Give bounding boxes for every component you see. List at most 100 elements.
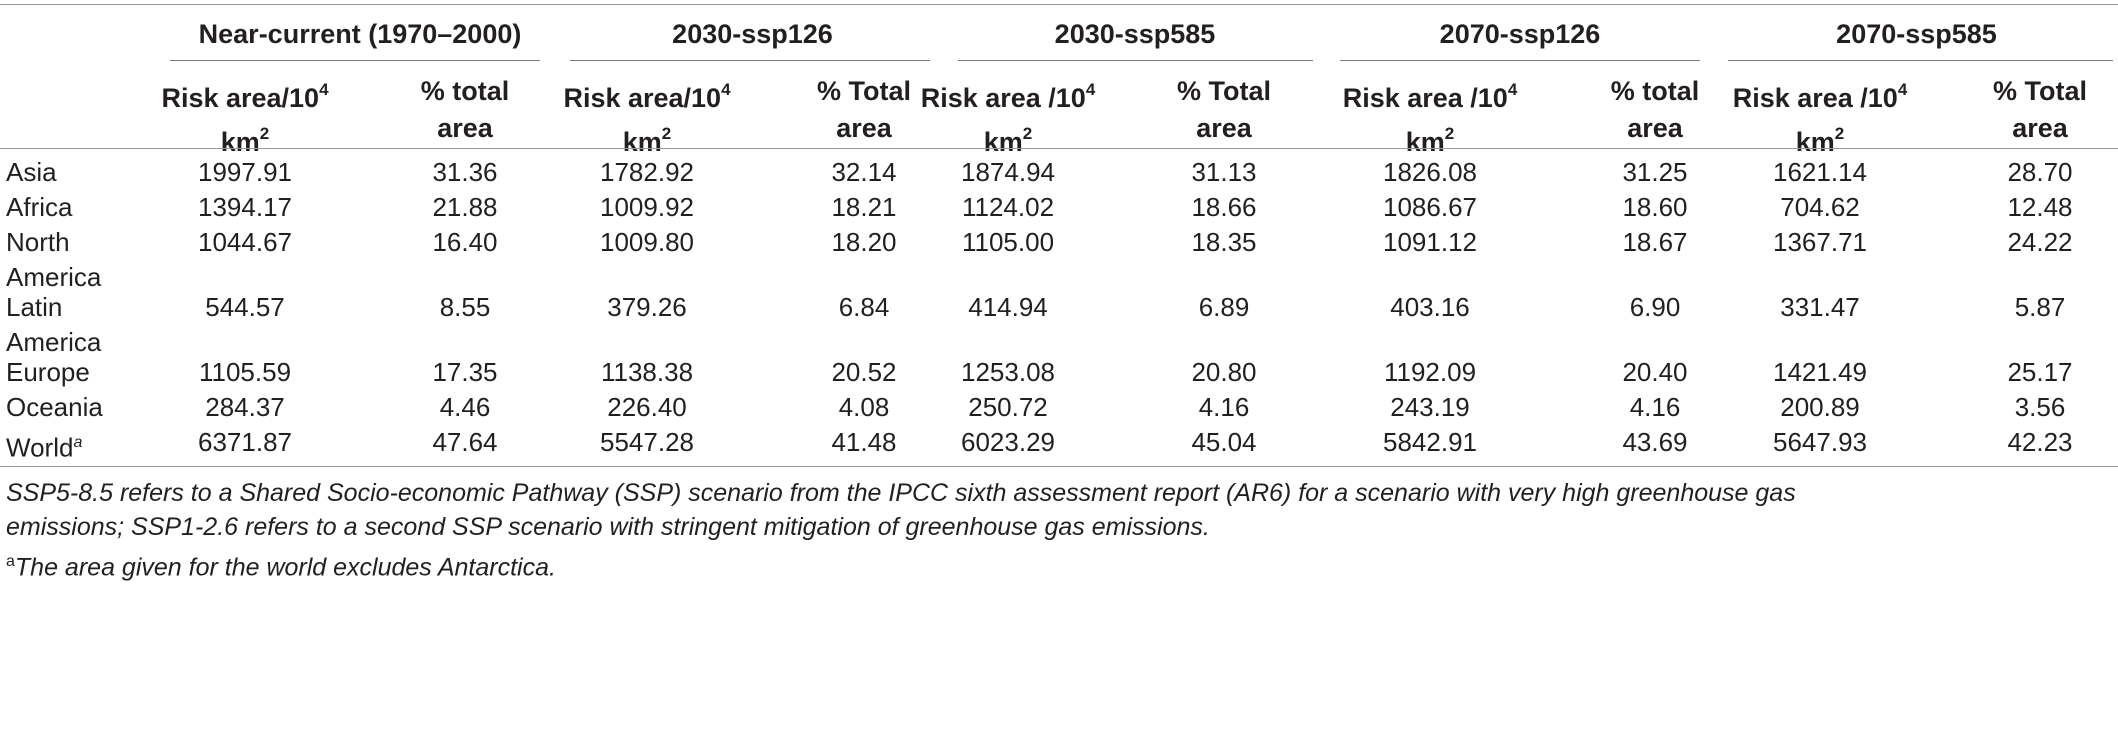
cell-risk-area: 243.19 [1390,392,1470,422]
row-label-text: Europe [6,357,90,387]
cell-risk-area: 1192.09 [1383,357,1477,387]
cell-pct-total: 18.66 [1191,192,1257,222]
group-underline [570,60,930,61]
cell-risk-area: 1421.49 [1773,357,1867,387]
group-underline [170,60,540,61]
cell-risk-area: 1105.00 [961,227,1055,257]
cell-risk-area: 414.94 [968,292,1048,322]
sub-header-risk-area: Risk area /104 km2 [1690,73,1950,161]
cell-pct-total: 20.52 [831,357,897,387]
group-header-near-current: Near-current (1970–2000) [198,19,522,49]
cell-risk-area: 1138.38 [600,357,694,387]
cell-pct-total: 6.89 [1198,292,1250,322]
cell-pct-total: 5.87 [2014,292,2066,322]
footnote-a-text: The area given for the world excludes An… [14,553,556,582]
row-label-text: Oceania [6,392,103,422]
sub-header-risk-unit-exp: 2 [259,124,270,143]
sub-header-pct-total: % total area [375,73,555,147]
sub-header-risk-unit-exp: 2 [661,124,672,143]
cell-risk-area: 704.62 [1780,192,1860,222]
cell-risk-area: 544.57 [205,292,285,322]
row-label: Europe [6,355,90,390]
sub-header-risk-text: Risk area/10 [563,83,722,113]
sub-header-risk-unit-exp: 2 [1022,124,1033,143]
group-header-2070-ssp126: 2070-ssp126 [1439,19,1601,49]
cell-pct-total: 12.48 [2007,192,2073,222]
cell-risk-area: 1009.80 [600,227,694,257]
cell-risk-area: 1997.91 [198,157,292,187]
cell-risk-area: 284.37 [205,392,285,422]
cell-risk-area: 226.40 [607,392,687,422]
bottom-rule [0,466,2118,467]
sub-header-pct-total: % Total area [1134,73,1314,147]
cell-pct-total: 42.23 [2007,427,2073,457]
row-label-text: Africa [6,192,73,222]
sub-header-risk-text: Risk area/10 [161,83,320,113]
row-label: Latin America [6,290,126,360]
cell-pct-total: 4.16 [1198,392,1250,422]
row-label-text: World [6,432,74,463]
footnote-line-2: emissions; SSP1-2.6 refers to a second S… [6,513,1210,541]
sub-header-pct-text: % Total [1177,76,1271,106]
cell-pct-total: 18.21 [831,192,897,222]
cell-risk-area: 1826.08 [1383,157,1477,187]
sub-header-risk-exp: 4 [721,80,731,99]
sub-header-risk-unit: km [983,127,1023,157]
cell-pct-total: 17.35 [432,357,498,387]
cell-risk-area: 1086.67 [1383,192,1477,222]
row-label: Asia [6,155,57,190]
sub-header-pct-area: area [836,113,892,143]
cell-risk-area: 1105.59 [198,357,292,387]
cell-risk-area: 1367.71 [1773,227,1867,257]
cell-risk-area: 6371.87 [198,427,292,457]
sub-header-pct-total: % Total area [774,73,954,147]
cell-pct-total: 24.22 [2007,227,2073,257]
footnote-a: aThe area given for the world excludes A… [6,544,556,585]
cell-pct-total: 41.48 [831,427,897,457]
sub-header-pct-area: area [2012,113,2068,143]
group-header-2030-ssp126: 2030-ssp126 [672,19,833,49]
sub-header-pct-area: area [1627,113,1683,143]
sub-header-risk-unit: km [1795,127,1835,157]
cell-risk-area: 250.72 [968,392,1048,422]
cell-pct-total: 31.36 [432,157,498,187]
cell-risk-area: 1782.92 [600,157,694,187]
cell-risk-area: 379.26 [607,292,687,322]
sub-header-pct-text: % Total [817,76,911,106]
cell-risk-area: 331.47 [1780,292,1860,322]
group-underline [958,60,1313,61]
cell-risk-area: 1394.17 [198,192,292,222]
cell-pct-total: 31.25 [1622,157,1688,187]
cell-risk-area: 5842.91 [1383,427,1477,457]
cell-pct-total: 31.13 [1191,157,1257,187]
cell-pct-total: 6.84 [838,292,890,322]
cell-risk-area: 1253.08 [961,357,1055,387]
row-label: Worlda [6,425,82,466]
sub-header-risk-unit: km [220,127,260,157]
sub-header-pct-text: % total [1610,76,1700,106]
cell-pct-total: 43.69 [1622,427,1688,457]
row-label: Oceania [6,390,103,425]
sub-header-risk-area: Risk area /104 km2 [878,73,1138,161]
row-label: Africa [6,190,72,225]
row-label-text: Asia [6,157,57,187]
sub-header-risk-unit: km [1405,127,1445,157]
cell-pct-total: 28.70 [2007,157,2073,187]
cell-pct-total: 6.90 [1629,292,1681,322]
sub-header-risk-unit-exp: 2 [1834,124,1845,143]
footnote-line-1: SSP5-8.5 refers to a Shared Socio-econom… [6,479,1796,507]
cell-risk-area: 1009.92 [600,192,694,222]
cell-risk-area: 1621.14 [1773,157,1867,187]
cell-risk-area: 6023.29 [961,427,1055,457]
header-bottom-rule [0,148,2118,149]
sub-header-risk-exp: 4 [1507,80,1518,99]
row-label-footnote-mark: a [73,434,83,451]
cell-pct-total: 25.17 [2007,357,2073,387]
cell-pct-total: 20.40 [1622,357,1688,387]
cell-pct-total: 20.80 [1191,357,1257,387]
group-header-2030-ssp585: 2030-ssp585 [1054,19,1216,49]
row-label: North America [6,225,126,295]
cell-pct-total: 18.20 [831,227,897,257]
cell-pct-total: 4.46 [439,392,491,422]
cell-pct-total: 47.64 [432,427,498,457]
